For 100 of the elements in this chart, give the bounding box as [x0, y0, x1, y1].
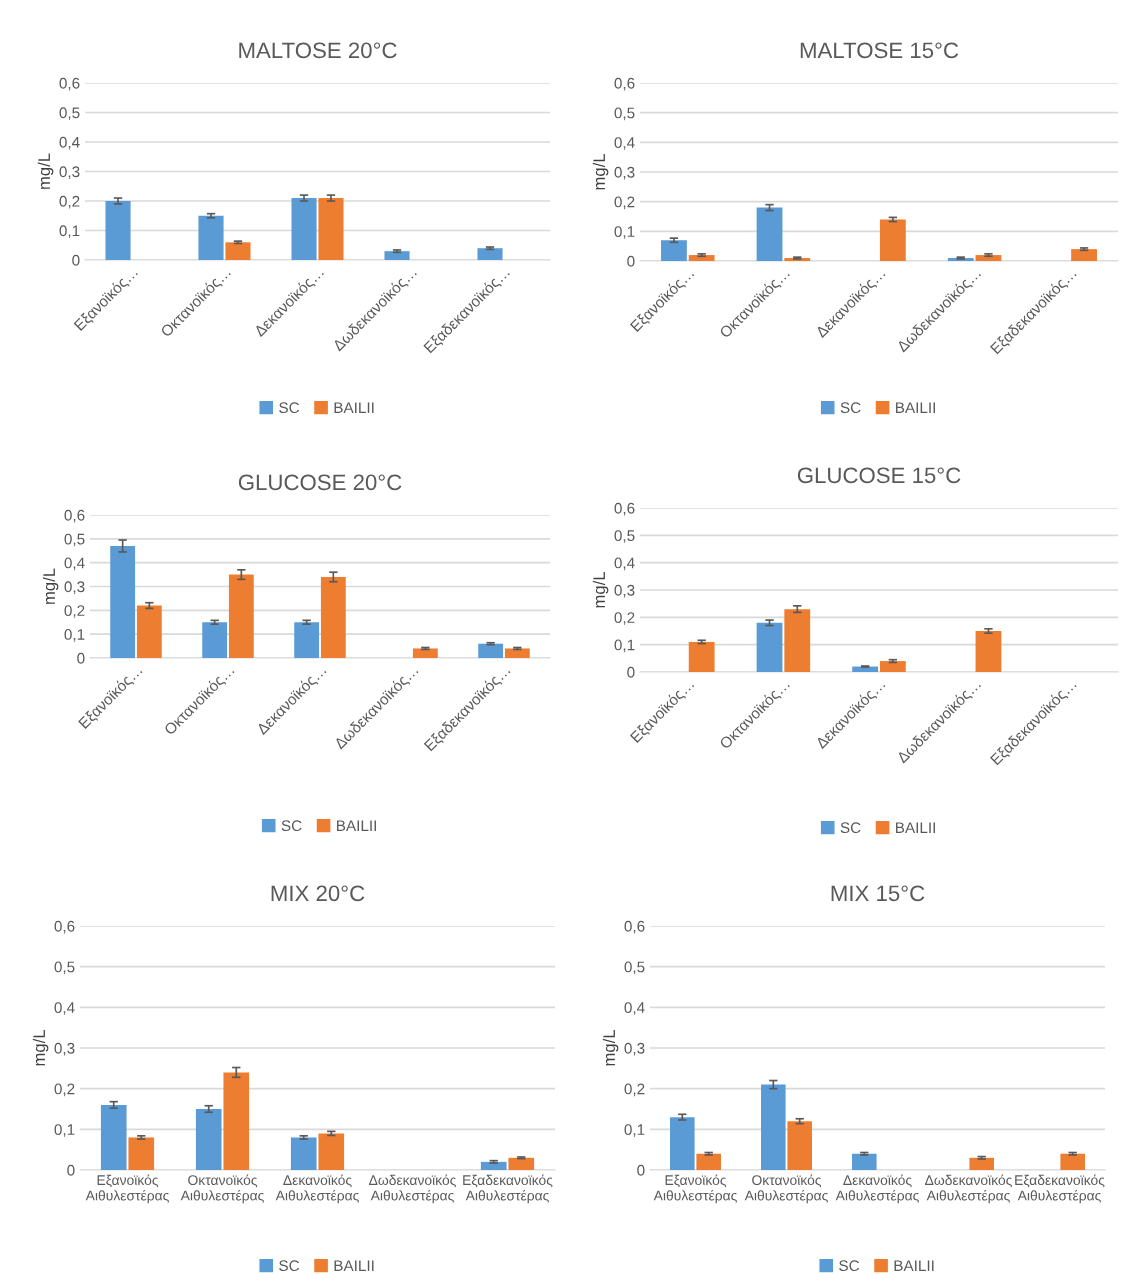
legend-label: BAILII: [896, 402, 935, 413]
bar: [318, 198, 344, 260]
y-tick-label: 0,6: [614, 77, 635, 91]
bar: [756, 622, 783, 672]
bar: [320, 576, 346, 658]
y-tick-label: 0,3: [64, 581, 85, 594]
y-tick-label: 0,4: [64, 557, 85, 571]
y-tick-label: 0,1: [614, 639, 635, 653]
bar: [412, 648, 438, 658]
x-tick-label: Δωδεκανοϊκός Αιθυλεστέρας: [925, 1174, 1012, 1204]
y-tick-label: 0,6: [64, 509, 85, 523]
x-tick-label: Εξανοϊκός Αιθυλεστέρας: [85, 1174, 169, 1204]
bar: [384, 251, 410, 260]
y-axis-title: mg/L: [592, 572, 609, 608]
y-tick-label: 0,5: [64, 533, 85, 547]
y-tick-label: 0,5: [54, 961, 75, 975]
y-tick-label: 0: [627, 255, 635, 267]
y-tick-label: 0,5: [59, 107, 80, 120]
y-axis-title: mg/L: [592, 154, 609, 190]
y-tick-label: 0: [637, 1164, 645, 1176]
bar: [291, 198, 317, 260]
y-tick-label: 0,1: [624, 1124, 645, 1137]
y-axis-title: mg/L: [37, 153, 54, 189]
y-tick-label: 0,6: [54, 920, 75, 934]
y-tick-label: 0,1: [614, 226, 635, 239]
legend-label: SC: [840, 402, 861, 414]
legend-label: BAILII: [896, 822, 935, 833]
bar: [1060, 1153, 1085, 1170]
y-tick-label: 0: [72, 254, 80, 266]
chart-title: MALTOSE 20°C: [239, 42, 397, 59]
y-tick-label: 0: [77, 652, 85, 664]
chart-title: MALTOSE 15°C: [800, 42, 959, 59]
bar: [975, 631, 1002, 672]
legend-label: SC: [279, 402, 300, 414]
bar: [508, 1157, 535, 1170]
bar: [223, 1072, 250, 1170]
bar: [504, 648, 530, 658]
bar: [756, 207, 783, 261]
y-tick-label: 0,2: [614, 612, 635, 625]
chart-title: GLUCOSE 20°C: [238, 474, 402, 491]
y-tick-label: 0,5: [624, 961, 645, 975]
chart-title: MIX 20°C: [271, 885, 365, 902]
x-tick-label: Δεκανοϊκός Αιθυλεστέρας: [275, 1174, 359, 1204]
y-tick-label: 0,1: [59, 225, 80, 238]
y-tick-label: 0,6: [59, 77, 80, 91]
legend-label: BAILII: [894, 1260, 934, 1271]
legend-label: SC: [839, 1260, 860, 1272]
bar: [318, 1133, 345, 1170]
y-tick-label: 0,6: [614, 502, 635, 516]
y-tick-label: 0,4: [59, 136, 80, 150]
legend-label: BAILII: [337, 820, 376, 831]
bar: [670, 1117, 695, 1170]
y-tick-label: 0,3: [624, 1042, 645, 1056]
y-tick-label: 0,5: [614, 107, 635, 121]
bar: [696, 1153, 721, 1170]
y-tick-label: 0,2: [59, 195, 80, 209]
y-tick-label: 0,1: [64, 629, 85, 642]
y-axis-title: mg/L: [42, 568, 59, 604]
bar: [110, 545, 136, 658]
bar: [128, 1137, 155, 1170]
chart-title: GLUCOSE 15°C: [797, 467, 961, 484]
y-axis-title: mg/L: [602, 1030, 619, 1066]
x-tick-label: Εξαδεκανοϊκός Αιθυλεστέρας: [463, 1174, 553, 1204]
legend-label: BAILII: [334, 1260, 374, 1271]
bar: [100, 1104, 127, 1170]
bar: [969, 1157, 994, 1170]
bar: [477, 248, 503, 260]
y-tick-label: 0,2: [624, 1083, 645, 1097]
y-tick-label: 0,2: [64, 605, 85, 618]
chart-title: MIX 15°C: [831, 885, 925, 902]
y-tick-label: 0,2: [54, 1083, 75, 1097]
y-tick-label: 0,3: [614, 166, 635, 180]
y-tick-label: 0,4: [614, 137, 635, 150]
y-tick-label: 0,6: [624, 920, 645, 934]
bar: [294, 622, 320, 658]
y-tick-label: 0,4: [624, 1002, 645, 1015]
x-tick-label: Εξαδεκανοϊκός Αιθυλεστέρας: [1015, 1174, 1105, 1204]
bar: [688, 641, 715, 672]
bar: [228, 574, 254, 658]
legend-label: SC: [281, 820, 302, 832]
x-tick-label: Δωδεκανοϊκός Αιθυλεστέρας: [369, 1174, 456, 1204]
y-tick-label: 0,5: [614, 530, 635, 543]
y-axis-title: mg/L: [32, 1030, 49, 1066]
bar: [105, 201, 131, 260]
bar: [225, 242, 251, 260]
y-tick-label: 0,4: [54, 1002, 75, 1015]
bar: [787, 1121, 812, 1170]
x-tick-label: Οκτανοϊκός Αιθυλεστέρας: [180, 1174, 264, 1204]
bar: [784, 609, 811, 672]
x-tick-label: Εξανοϊκός Αιθυλεστέρας: [653, 1174, 737, 1204]
bar: [478, 643, 504, 658]
x-tick-label: Δεκανοϊκός Αιθυλεστέρας: [835, 1174, 919, 1204]
y-tick-label: 0: [67, 1164, 75, 1176]
bar: [661, 240, 687, 261]
bar: [879, 219, 906, 261]
bar: [761, 1084, 786, 1170]
y-tick-label: 0,1: [54, 1124, 75, 1137]
y-tick-label: 0,3: [614, 584, 635, 598]
y-tick-label: 0: [627, 666, 635, 678]
legend-label: SC: [840, 822, 861, 834]
